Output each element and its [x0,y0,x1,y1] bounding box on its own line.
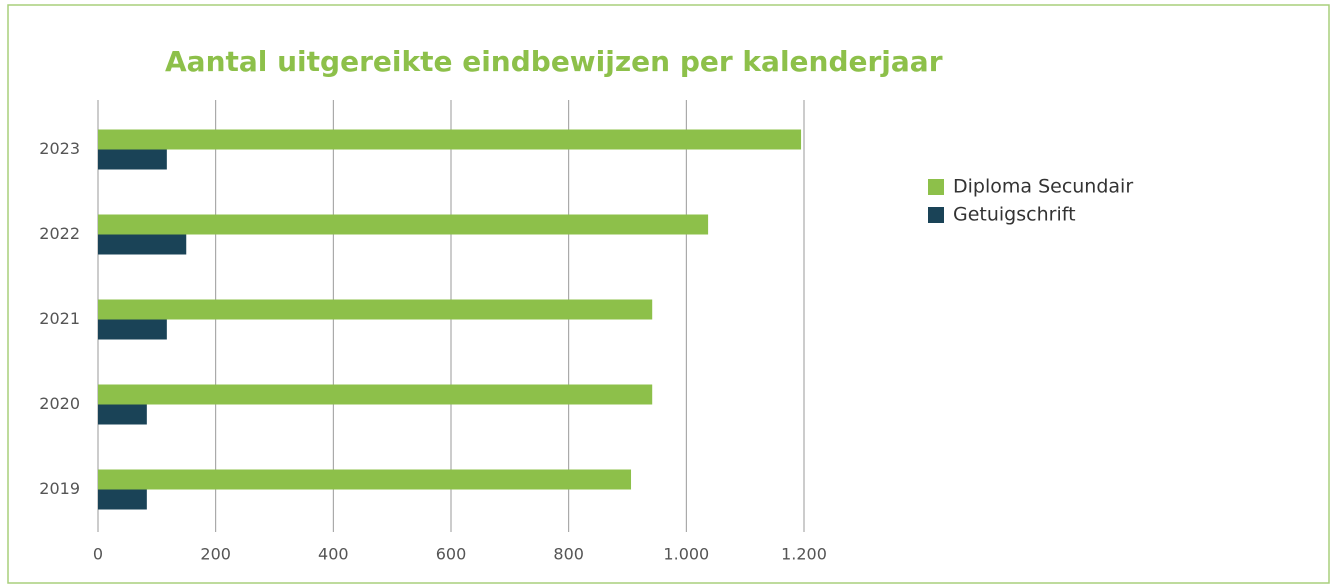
bar [98,149,167,170]
y-tick-label: 2020 [39,394,80,413]
bar [98,319,167,340]
bar [98,214,709,235]
frame [7,4,1330,584]
x-tick-label: 800 [553,545,584,564]
x-tick-label: 400 [318,545,349,564]
legend-swatch [928,207,944,223]
legend-label: Getuigschrift [953,204,1076,226]
y-tick-label: 2023 [39,139,80,158]
bar [98,299,653,320]
bar [98,384,653,405]
x-tick-label: 200 [200,545,231,564]
bar [98,129,802,150]
bar [98,469,632,490]
y-tick-label: 2022 [39,224,80,243]
y-tick-label: 2019 [39,479,80,498]
bar [98,234,187,255]
bar [98,404,147,425]
x-tick-label: 0 [93,545,103,564]
x-tick-label: 1.200 [781,545,827,564]
legend-swatch [928,179,944,195]
x-tick-label: 1.000 [663,545,709,564]
chart-title: Aantal uitgereikte eindbewijzen per kale… [165,45,943,78]
x-tick-label: 600 [436,545,467,564]
bar [98,489,147,510]
y-tick-label: 2021 [39,309,80,328]
legend-label: Diploma Secundair [953,176,1133,198]
